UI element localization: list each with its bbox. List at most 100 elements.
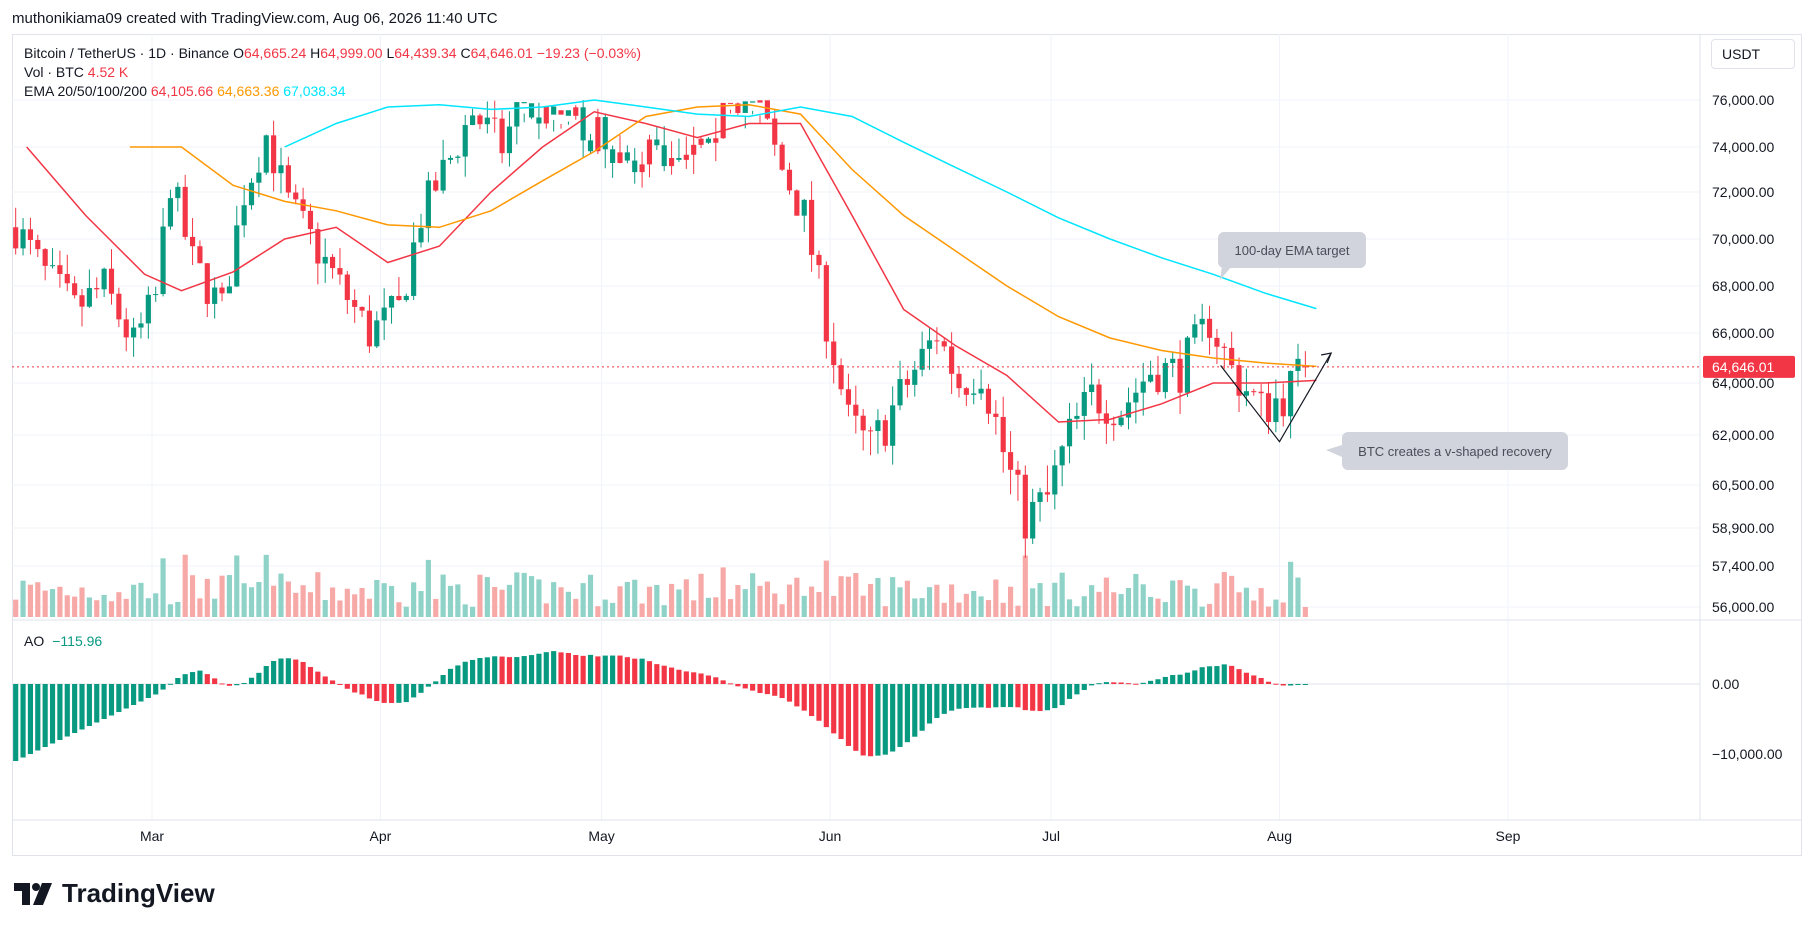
time-tick-label: Sep (1496, 828, 1521, 844)
price-tick-label: 70,000.00 (1712, 231, 1774, 247)
candle-body (234, 225, 240, 287)
ao-bar (764, 684, 770, 695)
ao-bar (315, 671, 321, 684)
candle-body (897, 379, 903, 406)
currency-selector[interactable]: USDT (1711, 39, 1795, 69)
arrow-head (1321, 352, 1333, 364)
candle-body (617, 152, 623, 163)
candle-body (985, 388, 992, 414)
ao-label[interactable]: AO (24, 633, 45, 649)
volume-bar (49, 589, 56, 617)
candle-body (993, 413, 999, 417)
price-tick-label: 58,900.00 (1712, 520, 1774, 536)
volume-bar (1236, 592, 1242, 617)
candle-body (1074, 415, 1080, 419)
volume-bar (985, 600, 992, 617)
volume-bar (396, 602, 402, 617)
volume-bar (764, 581, 770, 617)
tradingview-logo[interactable]: TradingView (14, 878, 215, 909)
candle-body (624, 152, 630, 161)
ao-bar (366, 684, 373, 699)
candle-body (853, 404, 859, 416)
ao-bar (1037, 684, 1043, 712)
volume-bar (676, 589, 682, 617)
volume-bar (661, 605, 667, 617)
volume-bar (1015, 605, 1021, 617)
volume-bar (1221, 572, 1227, 617)
candle-body (337, 268, 343, 275)
volume-bar (160, 558, 166, 617)
ao-bar (742, 684, 748, 689)
volume-bar (1177, 580, 1183, 617)
callout-ema-target-text: 100-day EMA target (1235, 243, 1350, 258)
volume-bar (477, 574, 483, 617)
ao-bar (462, 661, 468, 684)
ema-label[interactable]: EMA 20/50/100/200 (24, 83, 147, 99)
candle-body (573, 107, 579, 116)
candle-body (123, 319, 129, 338)
volume-bar (108, 601, 115, 617)
volume-bar (1251, 600, 1257, 617)
symbol-label[interactable]: Bitcoin / TetherUS · 1D · Binance (24, 45, 230, 61)
volume-bar (27, 584, 34, 617)
time-tick-label: Apr (370, 828, 392, 844)
volume-bar (1140, 584, 1146, 617)
volume-bar (1125, 587, 1132, 617)
ao-bar (1243, 672, 1249, 684)
ao-bar (845, 684, 852, 746)
ao-bar (477, 657, 483, 684)
ao-bar (875, 684, 881, 756)
volume-bar (462, 604, 468, 617)
candle-body (116, 293, 122, 320)
ao-bar (108, 684, 115, 716)
volume-bar (691, 600, 697, 617)
volume-bar (683, 579, 689, 617)
candle-body (1214, 337, 1220, 347)
candle-body (956, 373, 962, 389)
volume-bar (720, 567, 726, 617)
ao-bar (1155, 679, 1161, 684)
price-axis: 76,000.00 74,000.00 72,000.00 70,000.00 68,0… (12, 92, 1795, 762)
ema-lines (26, 99, 1317, 423)
ao-bar (1199, 667, 1205, 684)
candle-body (963, 388, 969, 395)
volume-label[interactable]: Vol · BTC (24, 64, 84, 80)
volume-bar (234, 555, 240, 617)
volume-bar (241, 583, 247, 617)
candle-body (57, 265, 63, 274)
ao-bar (1125, 683, 1132, 685)
candle-body (49, 265, 56, 267)
ao-bar (668, 667, 675, 684)
candle-body (352, 300, 358, 307)
open-label: O (233, 45, 244, 61)
candle-body (94, 288, 100, 290)
ao-bar (506, 657, 513, 684)
ao-bar (1030, 684, 1036, 711)
volume-bar (57, 586, 63, 617)
ao-histogram (12, 651, 1700, 761)
ao-bar (1022, 684, 1028, 711)
ao-bar (565, 653, 571, 684)
ao-bar (1089, 684, 1095, 686)
candle-body (521, 102, 527, 104)
ao-bar (300, 661, 306, 684)
ao-bar (1251, 675, 1257, 684)
volume-bar (882, 606, 888, 617)
volume-bar (182, 554, 188, 617)
ao-bar (1044, 684, 1051, 711)
candle-body (809, 199, 815, 255)
ao-bar (1148, 680, 1154, 684)
time-tick-label: Mar (140, 828, 164, 844)
candle-body (772, 118, 778, 145)
price-tick-label: 64,000.00 (1712, 375, 1774, 391)
volume-bar (912, 598, 918, 617)
volume-bar (167, 604, 174, 617)
candle-body (241, 205, 247, 226)
volume-bar (809, 586, 815, 617)
ao-bar (35, 684, 41, 751)
candle-body (101, 268, 107, 290)
ao-bar (1059, 684, 1065, 706)
candle-body (278, 165, 284, 174)
price-tick-label: 56,000.00 (1712, 599, 1774, 615)
